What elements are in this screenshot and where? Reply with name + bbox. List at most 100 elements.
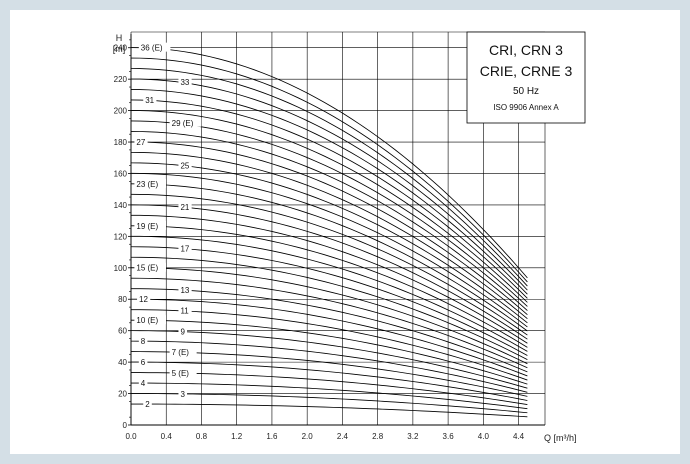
y-tick-label: 140: [114, 201, 128, 210]
curve-label-bg: [178, 243, 192, 253]
curve-label-12: 12: [139, 295, 148, 304]
curve-label-bg: [134, 178, 167, 188]
x-tick-label: 2.8: [372, 432, 384, 441]
curve-19: [130, 225, 528, 348]
curve-13: [130, 288, 528, 373]
chart-frame: 36 (E) 33 31 29 (E) 27 25 23 (E) 21 19 (E) 17 15 (…: [10, 10, 680, 454]
y-tick-label: 160: [114, 169, 128, 178]
curve-label-13: 13: [180, 286, 189, 295]
curve-label-33: 33: [180, 78, 189, 87]
x-tick-label: 1.6: [266, 432, 278, 441]
x-tick-label: 3.6: [443, 432, 455, 441]
legend-background: [466, 31, 586, 124]
curve-label-6: 6: [141, 358, 146, 367]
curve-6: [130, 361, 528, 401]
curve-label-bg: [169, 117, 202, 127]
legend-title-line-3: 50 Hz: [513, 86, 539, 97]
curve-3: [130, 393, 528, 414]
y-tick-label: 120: [114, 232, 128, 241]
y-tick-label: 60: [118, 327, 127, 336]
curve-label-23: 23 (E): [136, 180, 158, 189]
curve-label-bg: [169, 347, 197, 357]
curve-label-3: 3: [180, 390, 185, 399]
curve-label-bg: [138, 357, 148, 367]
curve-8: [130, 340, 528, 393]
curve-2: [130, 403, 528, 418]
curve-15: [130, 267, 528, 365]
x-tick-label: 2.4: [337, 432, 349, 441]
curve-label-27: 27: [136, 138, 145, 147]
curve-label-bg: [134, 136, 148, 146]
curve-label-2: 2: [145, 400, 150, 409]
x-tick-label: 0.4: [161, 432, 173, 441]
curve-label-bg: [138, 42, 171, 52]
curve-21: [130, 204, 528, 340]
curve-label-bg: [134, 220, 167, 230]
curves: [130, 47, 528, 418]
curve-9: [130, 330, 528, 389]
curve-12: [130, 298, 528, 377]
curve-18: [130, 235, 528, 352]
curve-22: [130, 193, 528, 336]
curve-35: [130, 57, 528, 283]
curve-label-7: 7 (E): [172, 348, 190, 357]
x-tick-label: 2.0: [302, 432, 314, 441]
curve-28: [130, 130, 528, 311]
curve-label-10: 10 (E): [136, 316, 158, 325]
curve-4: [130, 382, 528, 410]
curve-14: [130, 277, 528, 369]
y-tick-label: 80: [118, 295, 127, 304]
curve-label-bg: [178, 388, 188, 398]
x-tick-label: 4.0: [478, 432, 490, 441]
y-tick-label: 20: [118, 390, 127, 399]
y-tick-label: 180: [114, 138, 128, 147]
curve-label-bg: [178, 201, 192, 211]
curve-label-bg: [178, 77, 192, 87]
curve-label-bg: [178, 160, 192, 170]
curve-17: [130, 246, 528, 356]
curve-36: [130, 47, 528, 279]
curve-label-21: 21: [180, 203, 189, 212]
x-tick-label: 4.4: [513, 432, 525, 441]
legend-box: CRI, CRN 3 CRIE, CRNE 3 50 Hz ISO 9906 A…: [466, 31, 586, 124]
curve-label-bg: [134, 262, 167, 272]
curve-26: [130, 151, 528, 320]
curve-10: [130, 319, 528, 385]
curve-label-bg: [169, 367, 197, 377]
curve-label-bg: [178, 284, 192, 294]
curve-20: [130, 214, 528, 344]
y-tick-label: 0: [123, 421, 128, 430]
axes: 0.0 0.4 0.8 1.2 1.6 2.0 2.4 2.8 3.2 3.6 4.0 4.4 0 20 4…: [114, 34, 545, 441]
curve-16: [130, 256, 528, 360]
x-tick-label: 0.8: [196, 432, 208, 441]
x-tick-label: 0.0: [125, 432, 137, 441]
curve-25: [130, 162, 528, 324]
curve-label-bg: [138, 336, 148, 346]
y-tick-label: 200: [114, 107, 128, 116]
x-tick-label: 1.2: [231, 432, 243, 441]
y-tick-label: 40: [118, 358, 127, 367]
curve-label-19: 19 (E): [136, 222, 158, 231]
curve-30: [130, 110, 528, 303]
curve-label-31: 31: [145, 96, 154, 105]
curve-label-29: 29 (E): [172, 119, 194, 128]
pump-performance-chart: 36 (E) 33 31 29 (E) 27 25 23 (E) 21 19 (E) 17 15 (…: [113, 31, 586, 443]
curve-label-17: 17: [180, 244, 189, 253]
y-tick-label: 240: [114, 44, 128, 53]
curve-11: [130, 309, 528, 381]
curve-label-bg: [178, 305, 192, 315]
y-tick-label: 100: [114, 264, 128, 273]
y-tick-label: 220: [114, 75, 128, 84]
curve-label-11: 11: [180, 307, 189, 316]
curve-label-bg: [178, 326, 188, 336]
legend-title-line-1: CRI, CRN 3: [489, 42, 563, 58]
curve-label-bg: [137, 294, 151, 304]
curve-label-bg: [143, 399, 152, 409]
legend-title-line-4: ISO 9906 Annex A: [493, 103, 559, 112]
curve-24: [130, 172, 528, 328]
y-axis-label-line-2: [m]: [113, 44, 126, 54]
curve-label-bg: [138, 378, 148, 388]
curve-label-5: 5 (E): [172, 369, 190, 378]
curve-23: [130, 183, 528, 332]
curve-labels: 36 (E) 33 31 29 (E) 27 25 23 (E) 21 19 (E) 17 15 (…: [134, 42, 202, 409]
